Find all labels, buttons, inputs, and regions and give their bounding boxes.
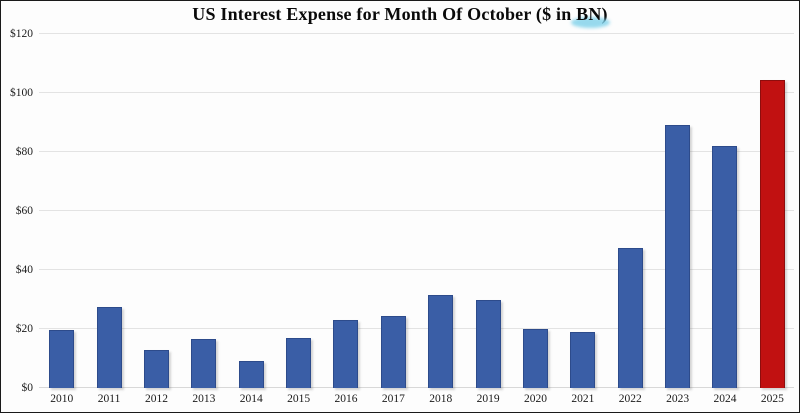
bar-slot [228, 34, 275, 388]
bar-2011 [96, 306, 122, 388]
y-tick-label: $40 [15, 264, 33, 276]
gridline [39, 151, 794, 152]
chart-title: US Interest Expense for Month Of October… [1, 4, 799, 28]
x-tick-label: 2021 [571, 393, 595, 405]
bars-row [38, 34, 796, 388]
y-tick-label: $120 [10, 28, 33, 40]
x-tick-label: 2020 [523, 393, 547, 405]
bar-2013 [191, 339, 217, 388]
x-tick-label: 2015 [287, 393, 311, 405]
y-axis: $0 $20 $40 $60 $80 $100 $120 [1, 28, 34, 394]
bar-slot [607, 34, 654, 388]
bar-2017 [380, 315, 406, 388]
bar-slot [38, 34, 85, 388]
y-tick-label: $80 [15, 146, 33, 158]
bar-slot [180, 34, 227, 388]
chart-title-highlight-text: BN [576, 4, 602, 24]
gridline [39, 328, 794, 329]
bar-slot [275, 34, 322, 388]
bar-2021 [570, 331, 596, 388]
bar-2023 [665, 125, 691, 388]
x-tick-label: 2012 [144, 393, 168, 405]
x-tick-label: 2019 [476, 393, 500, 405]
y-tick-label: $100 [10, 87, 33, 99]
bar-2012 [143, 349, 169, 388]
x-tick-label: 2023 [666, 393, 690, 405]
x-tick-label: 2016 [334, 393, 358, 405]
bar-slot [370, 34, 417, 388]
bar-slot [654, 34, 701, 388]
chart-title-highlighted-word: BN [571, 4, 610, 28]
bar-slot [322, 34, 369, 388]
gridline [39, 210, 794, 211]
bar-2015 [286, 337, 312, 388]
bar-2025 [759, 79, 785, 388]
plot-area [38, 33, 796, 388]
x-tick-label: 2018 [429, 393, 453, 405]
gridline [39, 33, 794, 34]
x-tick-label: 2014 [239, 393, 263, 405]
bar-slot [749, 34, 796, 388]
bar-2010 [49, 330, 75, 388]
x-tick-label: 2025 [760, 393, 784, 405]
bar-slot [417, 34, 464, 388]
bar-slot [85, 34, 132, 388]
bar-slot [559, 34, 606, 388]
x-tick-label: 2010 [50, 393, 74, 405]
bar-slot [701, 34, 748, 388]
y-tick-label: $0 [21, 382, 34, 394]
bar-slot [512, 34, 559, 388]
chart-title-prefix: US Interest Expense for Month Of October… [192, 4, 577, 24]
x-tick-label: 2024 [713, 393, 737, 405]
x-tick-label: 2013 [192, 393, 216, 405]
x-tick-label: 2017 [381, 393, 405, 405]
y-tick-label: $60 [15, 205, 33, 217]
x-tick-label: 2011 [97, 393, 121, 405]
gridline [39, 269, 794, 270]
bar-2022 [617, 247, 643, 388]
x-axis: 2010 2011 2012 2013 2014 2015 2016 2017 2018 2019… [38, 393, 796, 410]
bar-2024 [712, 146, 738, 388]
gridline [39, 387, 794, 388]
gridline [39, 92, 794, 93]
x-tick-label: 2022 [618, 393, 642, 405]
bar-2016 [333, 320, 359, 388]
bar-2014 [238, 361, 264, 388]
chart-title-suffix: ) [601, 4, 608, 24]
bar-2020 [522, 329, 548, 388]
bar-2018 [428, 295, 454, 388]
bar-slot [464, 34, 511, 388]
bar-slot [133, 34, 180, 388]
y-tick-label: $20 [15, 323, 33, 335]
bar-2019 [475, 299, 501, 388]
